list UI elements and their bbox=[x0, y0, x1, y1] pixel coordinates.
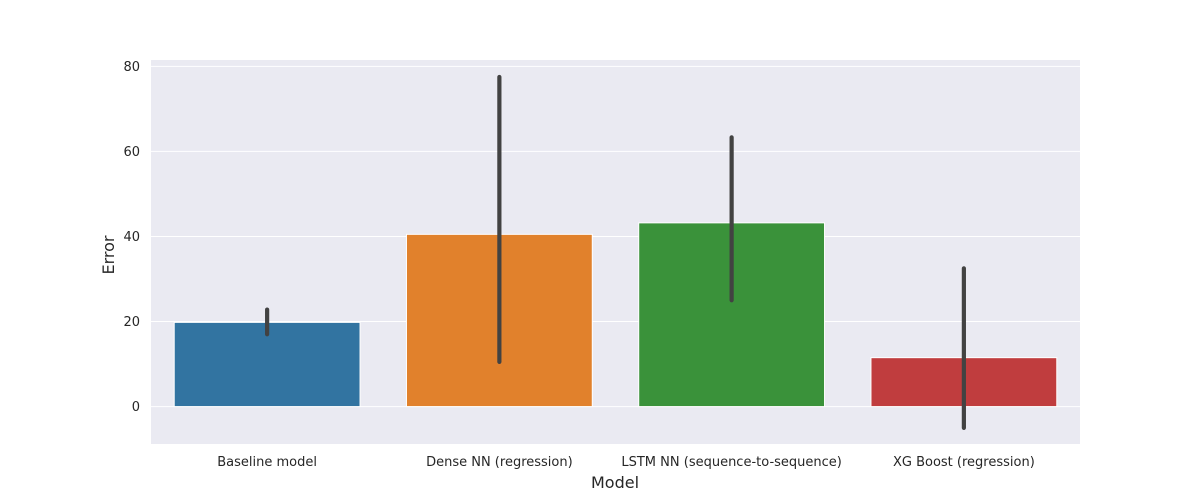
y-tick-labels: 0 20 40 60 80 bbox=[123, 60, 140, 415]
y-tick-label: 40 bbox=[123, 230, 140, 245]
y-tick-label: 20 bbox=[123, 315, 140, 330]
y-axis-label: Error bbox=[99, 235, 118, 274]
x-tick-label: Baseline model bbox=[217, 455, 317, 470]
error-bars bbox=[265, 74, 966, 430]
y-tick-label: 0 bbox=[132, 400, 140, 415]
x-tick-label: Dense NN (regression) bbox=[426, 455, 573, 470]
y-tick-label: 80 bbox=[123, 60, 140, 75]
x-tick-labels: Baseline model Dense NN (regression) LSTM … bbox=[217, 455, 1035, 470]
bar bbox=[173, 321, 361, 408]
x-tick-label: XG Boost (regression) bbox=[893, 455, 1035, 470]
x-tick-label: LSTM NN (sequence-to-sequence) bbox=[621, 455, 841, 470]
x-axis-label: Model bbox=[591, 473, 639, 492]
y-tick-label: 60 bbox=[123, 145, 140, 160]
